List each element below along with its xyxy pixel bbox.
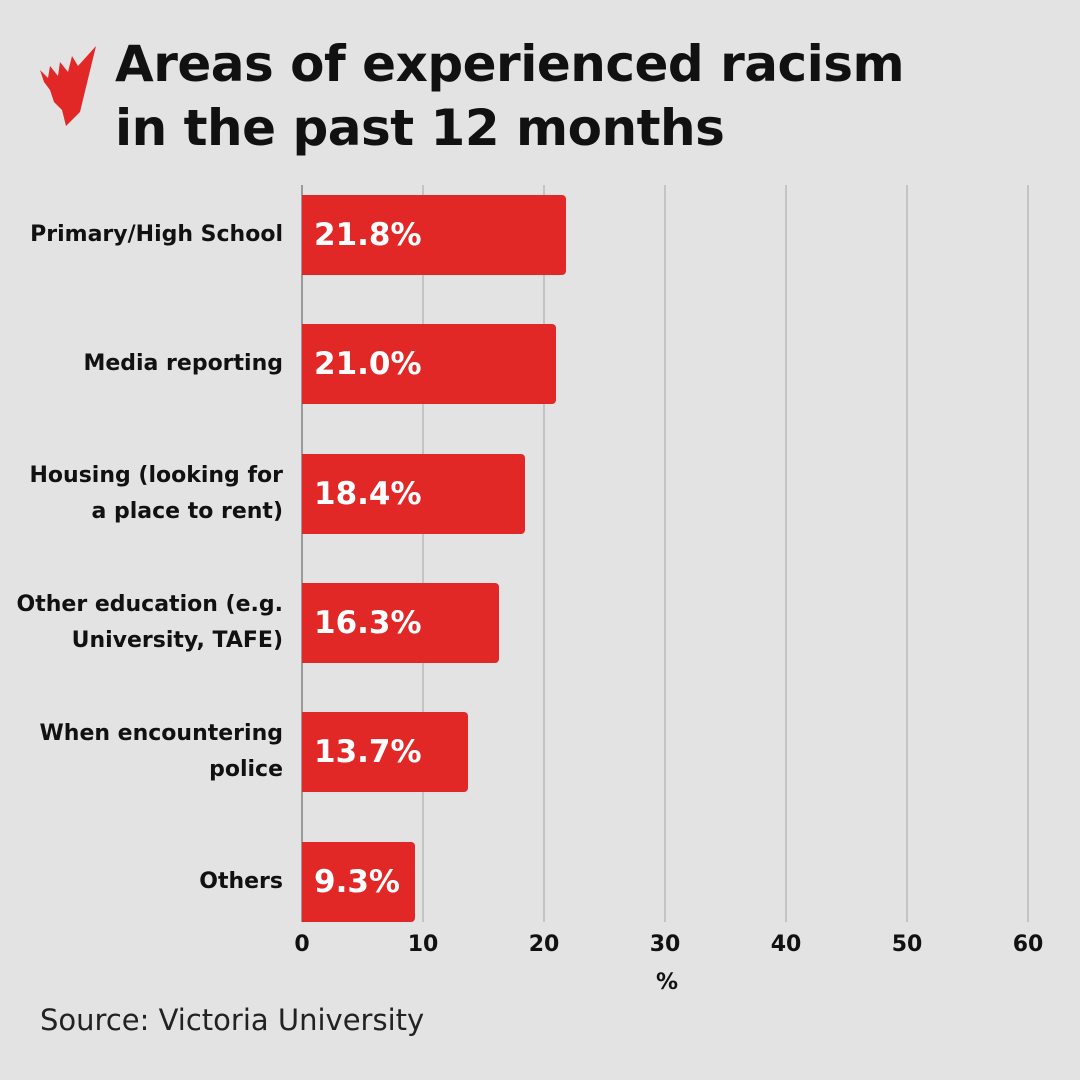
bar-value-label: 21.0%	[314, 346, 422, 382]
bar: 18.4%	[302, 454, 525, 534]
x-tick-label: 60	[1012, 932, 1044, 957]
category-label-line: police	[209, 757, 283, 782]
title-line-1: Areas of experienced racism	[115, 35, 905, 93]
category-label-line: University, TAFE)	[71, 628, 283, 653]
x-tick-label: 0	[294, 932, 310, 957]
bar-value-label: 13.7%	[314, 734, 422, 770]
category-label-line: Others	[199, 869, 283, 894]
category-label: Housing (looking for a place to rent)	[0, 454, 284, 534]
x-axis-label: %	[655, 970, 679, 995]
gridline	[664, 185, 666, 922]
sbs-logo-icon	[40, 46, 96, 126]
gridline	[422, 185, 424, 922]
source-note: Source: Victoria University	[40, 1003, 425, 1037]
bar: 21.0%	[302, 324, 557, 404]
bar-value-label: 16.3%	[314, 605, 422, 641]
bar: 13.7%	[302, 712, 468, 792]
gridline	[1027, 185, 1029, 922]
category-label: Primary/High School	[0, 195, 283, 275]
category-label: When encountering police	[0, 712, 283, 792]
bar-value-label: 18.4%	[314, 476, 422, 512]
bar: 21.8%	[302, 195, 566, 275]
category-label-line: Housing (looking for	[29, 463, 284, 488]
x-tick-label: 10	[407, 932, 439, 957]
bar-value-label: 9.3%	[314, 864, 400, 900]
gridline	[785, 185, 787, 922]
bar: 9.3%	[302, 842, 415, 922]
bar: 16.3%	[302, 583, 500, 663]
gridline	[906, 185, 908, 922]
category-label: Media reporting	[0, 324, 283, 404]
category-label-line: When encountering	[39, 721, 283, 746]
x-tick-label: 20	[528, 932, 560, 957]
y-axis-line	[301, 185, 303, 922]
gridline	[543, 185, 545, 922]
x-tick-label: 50	[891, 932, 923, 957]
category-label-line: Primary/High School	[30, 222, 283, 247]
category-label: Others	[0, 842, 283, 922]
x-tick-label: 30	[649, 932, 681, 957]
category-label-line: Other education (e.g.	[16, 592, 283, 617]
category-label-line: a place to rent)	[91, 499, 283, 524]
title-line-2: in the past 12 months	[115, 99, 725, 157]
category-label-line: Media reporting	[83, 351, 283, 376]
category-label: Other education (e.g. University, TAFE)	[0, 583, 283, 663]
chart-title: Areas of experienced racism in the past …	[115, 32, 905, 160]
x-tick-label: 40	[770, 932, 802, 957]
bar-value-label: 21.8%	[314, 217, 422, 253]
